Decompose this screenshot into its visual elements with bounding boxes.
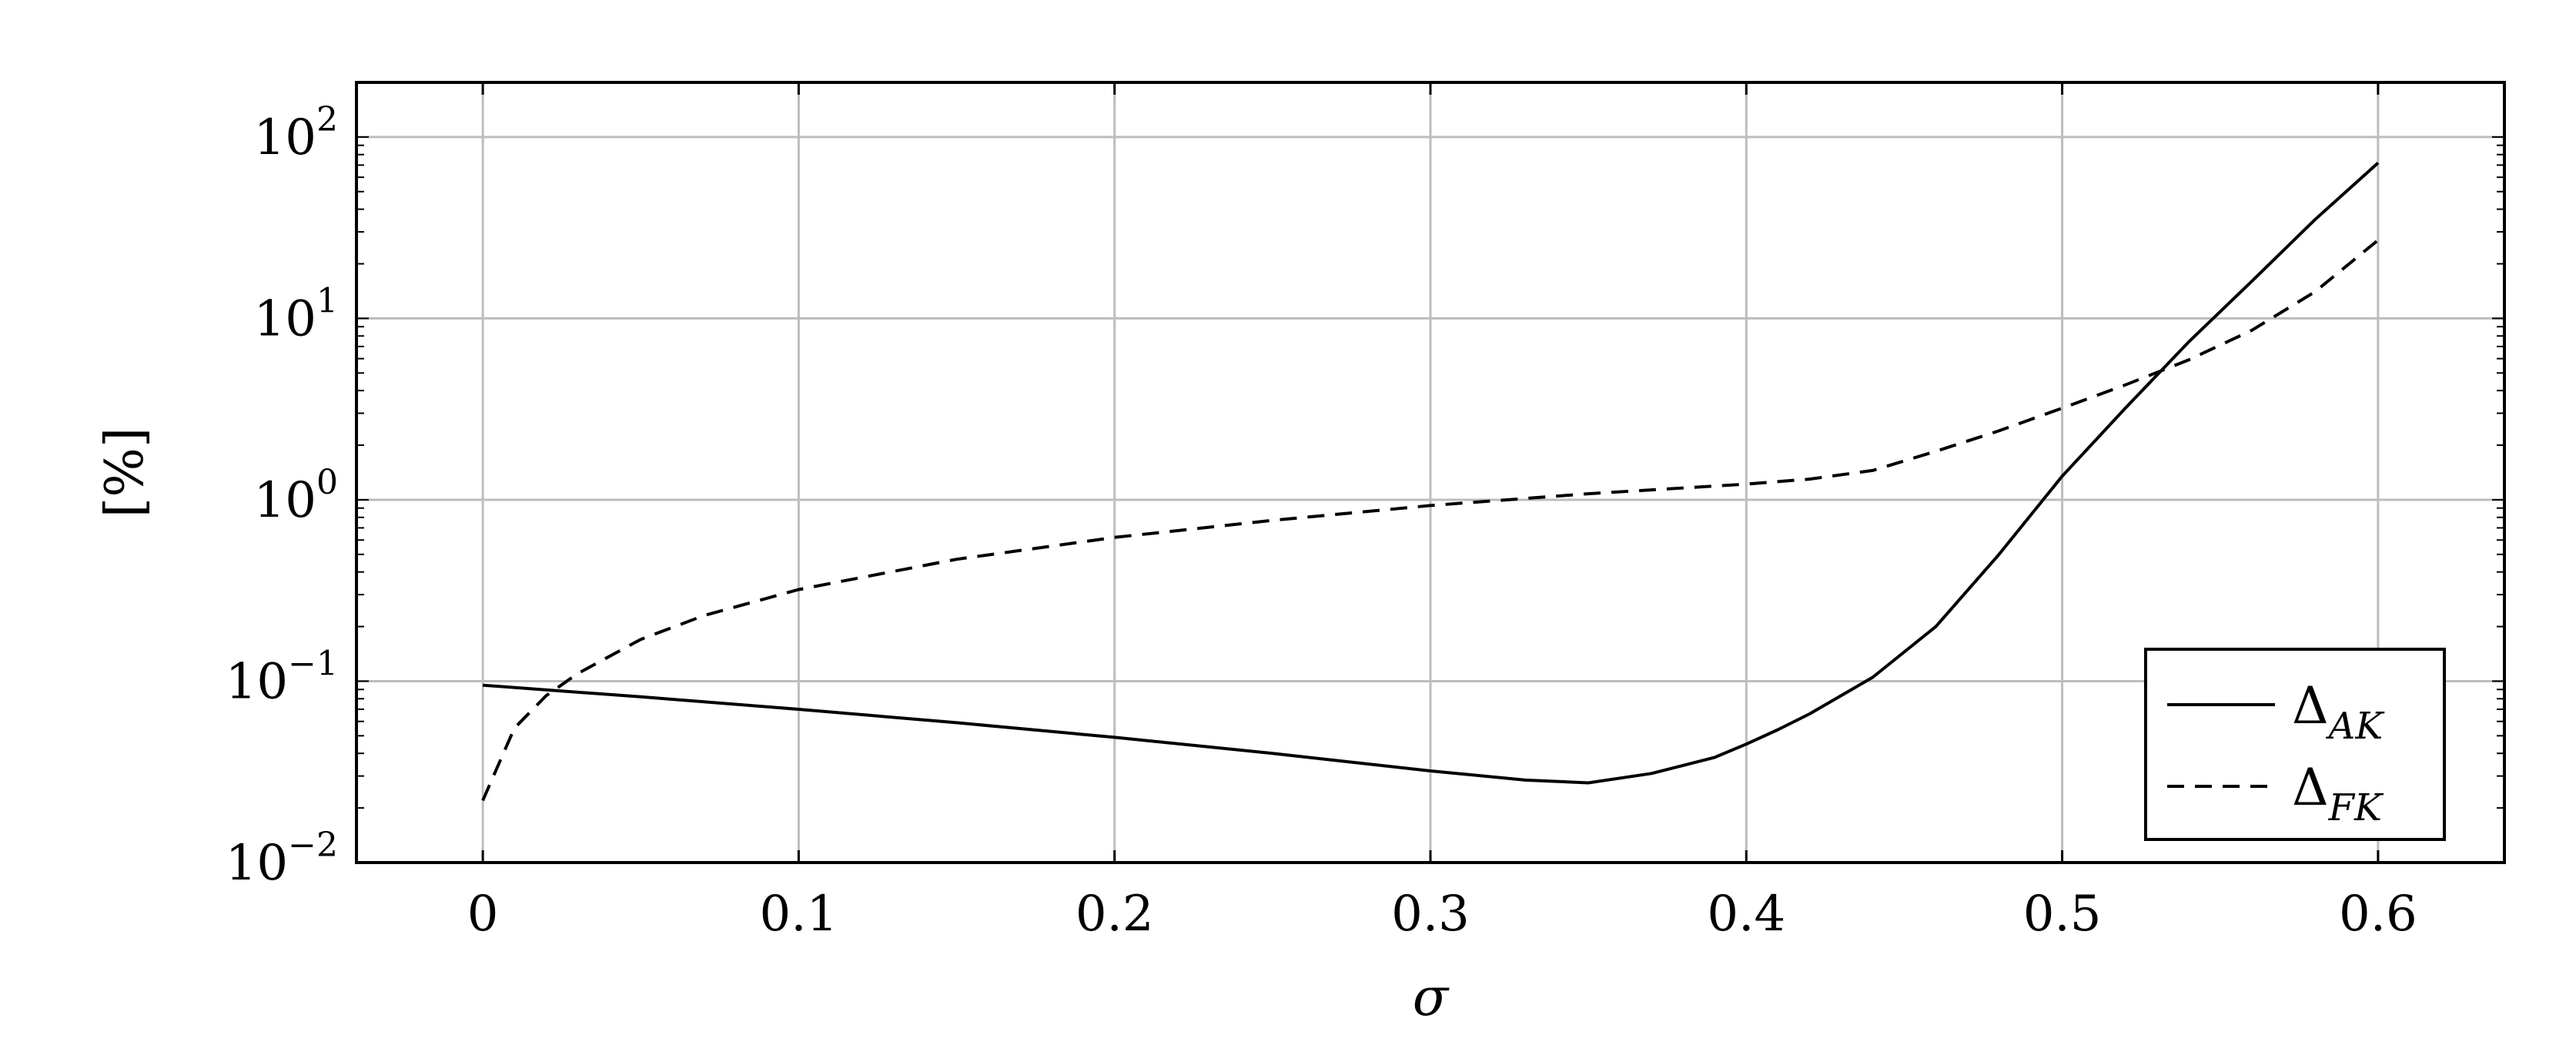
legend-label: ΔAK — [2292, 676, 2385, 748]
x-tick-labels: 0 0.1 0.2 0.3 0.4 0.5 0.6 — [467, 886, 2417, 943]
y-axis-label: [%] — [95, 427, 156, 518]
y-tick-labels: 10−2 10−1 100 101 102 — [226, 100, 338, 892]
series-layer — [481, 162, 2380, 802]
x-tick-label: 0.5 — [2023, 886, 2102, 943]
y-tick-label: 102 — [254, 100, 338, 166]
x-tick-label: 0.3 — [1391, 886, 1470, 943]
series-line-fk — [481, 239, 2380, 802]
x-tick-label: 0.4 — [1707, 886, 1785, 943]
x-tick-label: 0 — [467, 886, 499, 943]
x-axis-label: σ — [1413, 967, 1450, 1028]
x-tick-label: 0.1 — [760, 886, 838, 943]
plot-frame — [355, 81, 2506, 864]
legend: ΔAK ΔFK — [2144, 648, 2446, 841]
x-tick-label: 0.6 — [2339, 886, 2417, 943]
y-tick-label: 101 — [254, 281, 338, 347]
legend-box — [2144, 648, 2446, 841]
legend-label: ΔFK — [2292, 758, 2384, 829]
y-tick-label: 100 — [254, 463, 338, 529]
y-tick-label: 10−1 — [226, 644, 338, 710]
series-line-ak — [482, 162, 2380, 785]
x-tick-label: 0.2 — [1076, 886, 1154, 943]
y-tick-label: 10−2 — [226, 826, 338, 892]
